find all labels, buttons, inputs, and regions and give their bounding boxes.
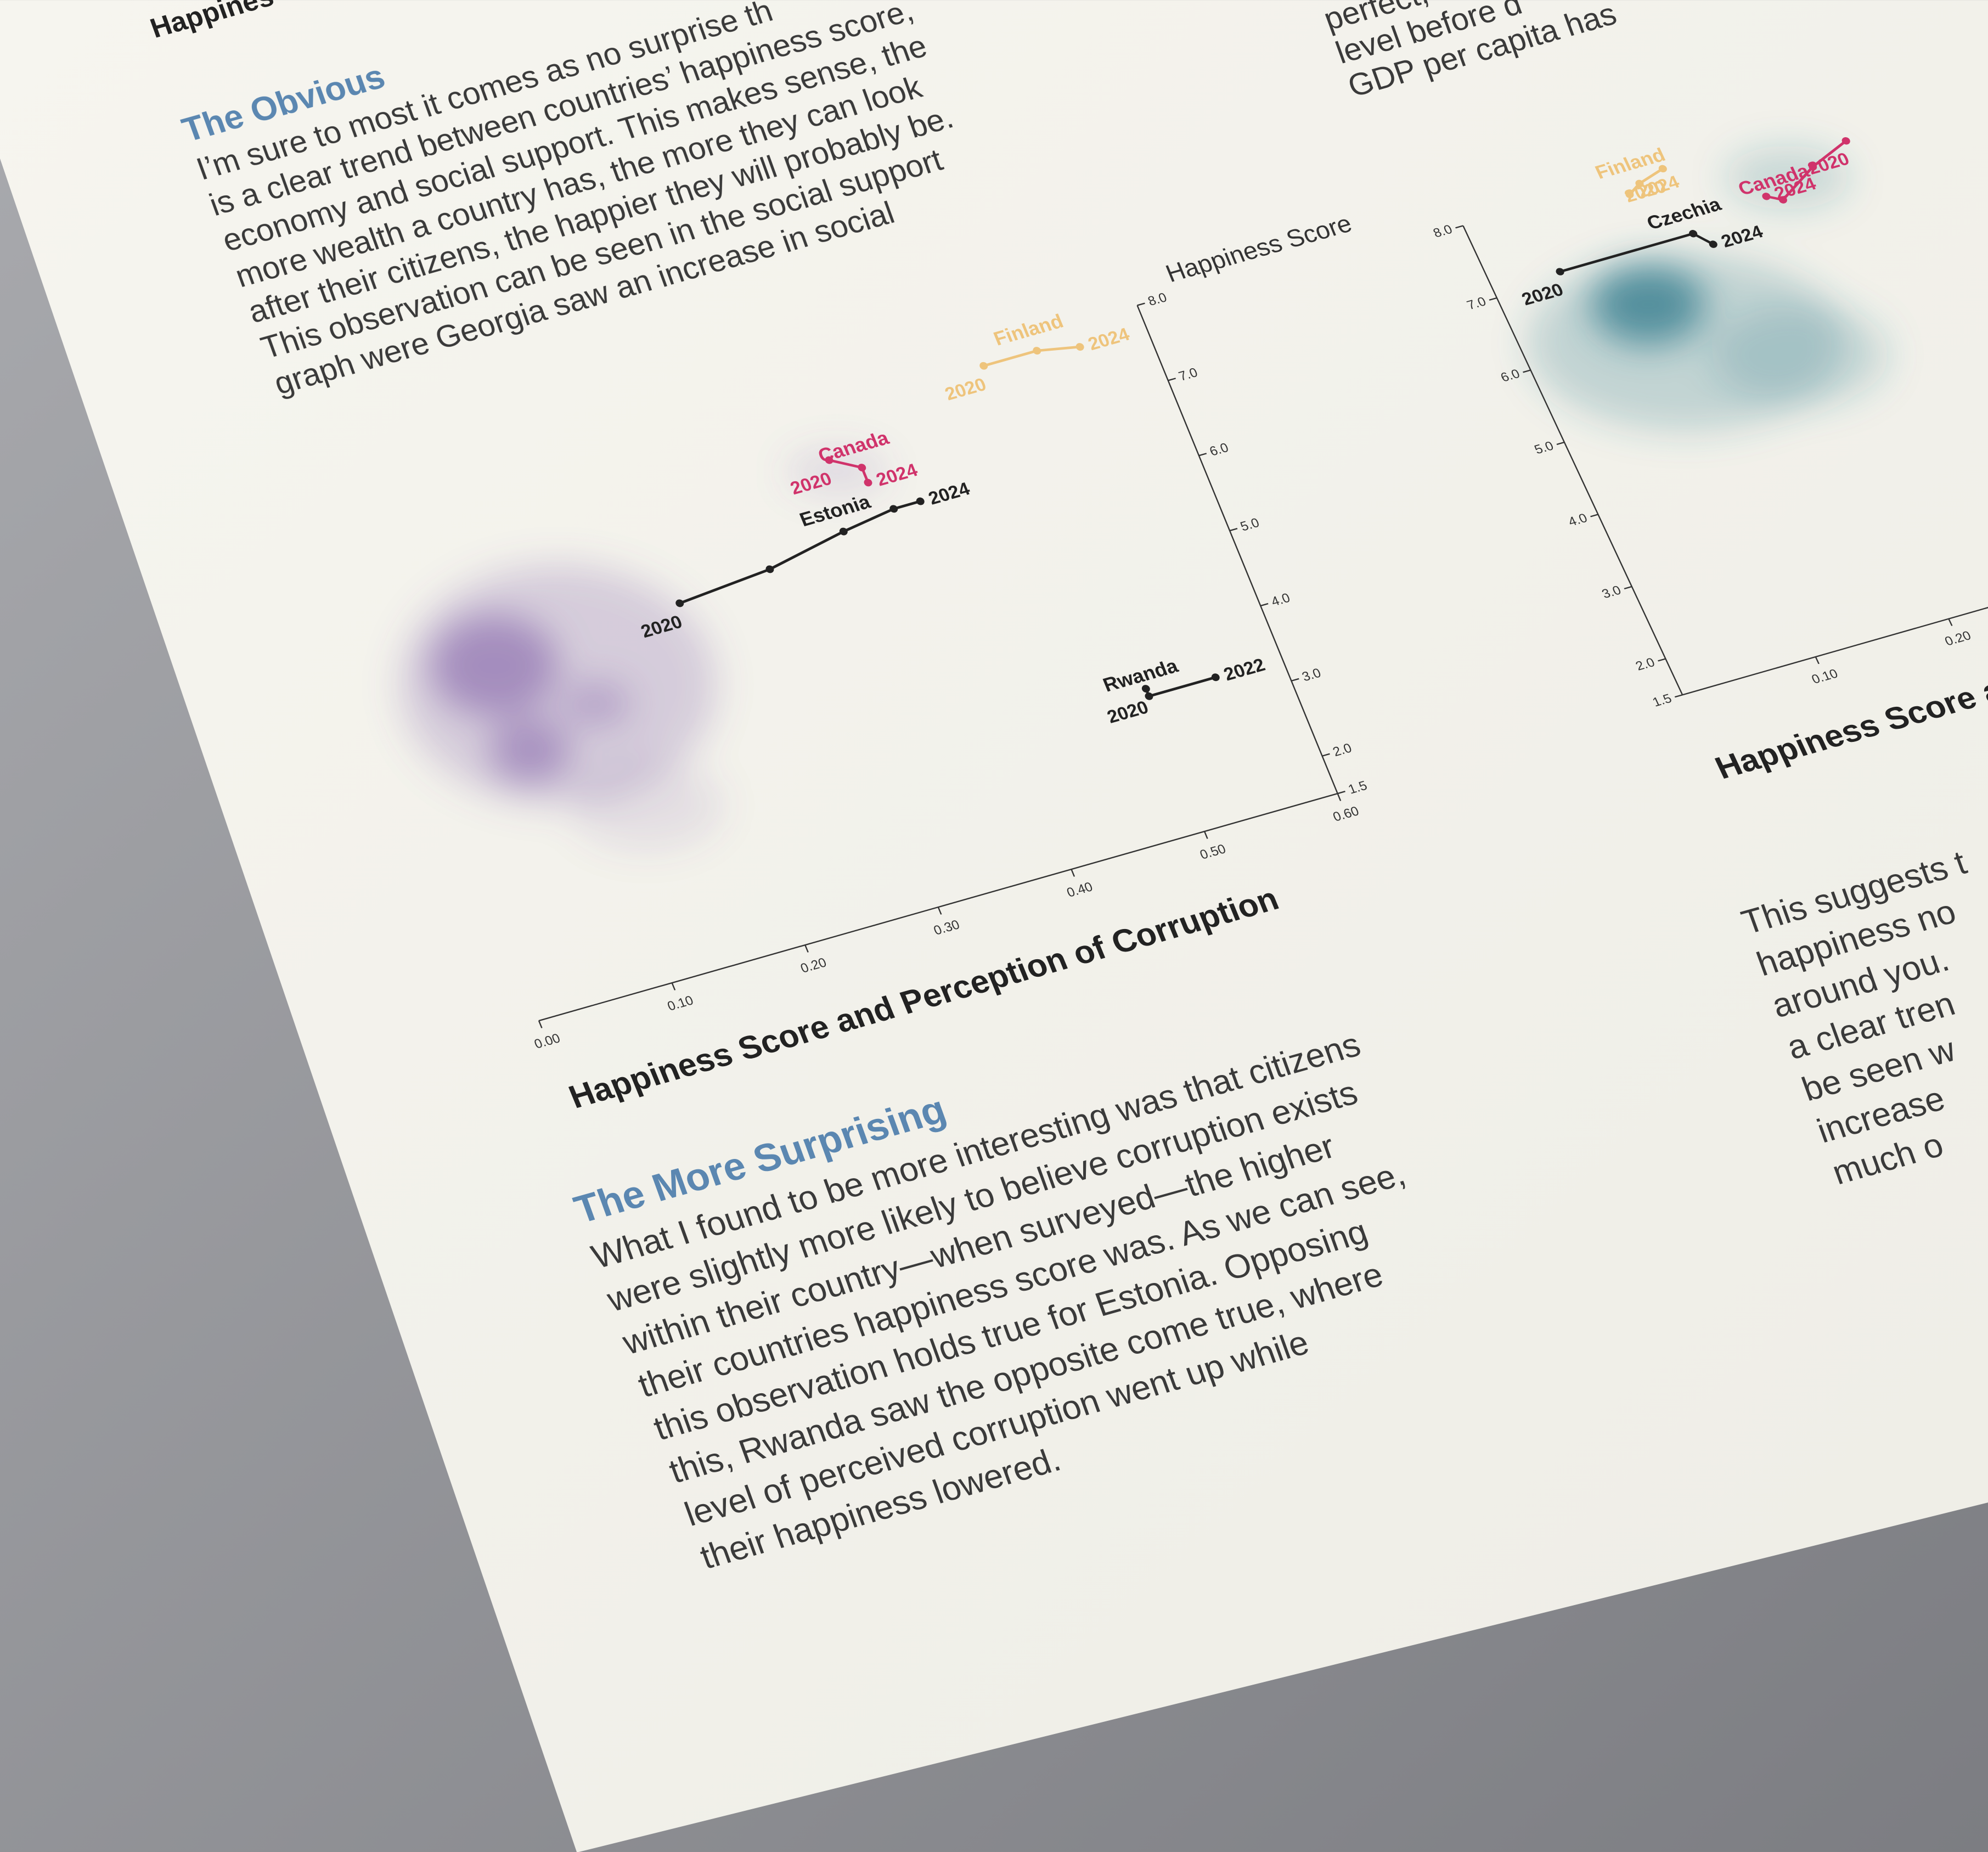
x-tick: [1071, 869, 1075, 877]
data-point: [1709, 240, 1717, 248]
data-point: [864, 479, 872, 487]
x-tick: [1948, 618, 1953, 626]
data-point: [1841, 137, 1850, 145]
data-point: [889, 505, 898, 513]
data-point: [1658, 165, 1667, 173]
y-tick: [1658, 658, 1666, 662]
x-tick: [937, 907, 942, 915]
x-tick: [804, 944, 809, 953]
data-point: [916, 497, 925, 505]
y-tick: [1260, 603, 1269, 607]
text-block: What I found to be more interesting was …: [587, 1026, 1410, 1576]
data-point: [1762, 193, 1771, 200]
y-tick: [1337, 791, 1345, 795]
y-tick: [1291, 678, 1299, 682]
y-tick: [1489, 297, 1497, 301]
data-point: [1556, 268, 1564, 275]
y-tick: [1455, 225, 1463, 229]
x-tick: [1203, 831, 1208, 839]
density-plot: [399, 449, 888, 850]
data-point: [1075, 343, 1084, 351]
y-tick: [1322, 753, 1330, 757]
data-point: [1141, 685, 1150, 693]
y-tick: [1229, 528, 1238, 532]
x-tick: [1815, 656, 1820, 665]
x-tick: [1337, 793, 1342, 801]
data-point: [1033, 347, 1041, 355]
data-point: [825, 456, 834, 464]
data-point: [858, 464, 866, 472]
series-line: [1766, 139, 1847, 201]
y-tick: [1674, 694, 1683, 698]
y-axis: [1136, 305, 1338, 794]
y-tick: [1624, 586, 1632, 590]
data-point: [1625, 190, 1634, 199]
data-point: [1809, 163, 1817, 171]
density-plot: [1528, 145, 1889, 431]
section: The More Surprising What I found to be m…: [568, 1026, 1410, 1576]
y-axis: [1462, 226, 1683, 695]
x-tick: [671, 982, 676, 990]
data-point: [1211, 673, 1220, 682]
x-tick: [538, 1020, 543, 1028]
data-point: [1689, 230, 1698, 238]
y-tick: [1523, 369, 1531, 373]
data-point: [1635, 179, 1644, 188]
data-point: [765, 565, 774, 573]
data-point: [1778, 196, 1787, 204]
y-tick: [1168, 378, 1176, 381]
y-tick: [1556, 441, 1565, 445]
y-tick: [1590, 514, 1598, 517]
y-tick: [1137, 302, 1145, 306]
data-point: [1145, 692, 1153, 700]
y-tick: [1198, 453, 1207, 457]
data-point: [675, 599, 684, 607]
data-point: [979, 362, 988, 370]
data-point: [839, 527, 848, 536]
